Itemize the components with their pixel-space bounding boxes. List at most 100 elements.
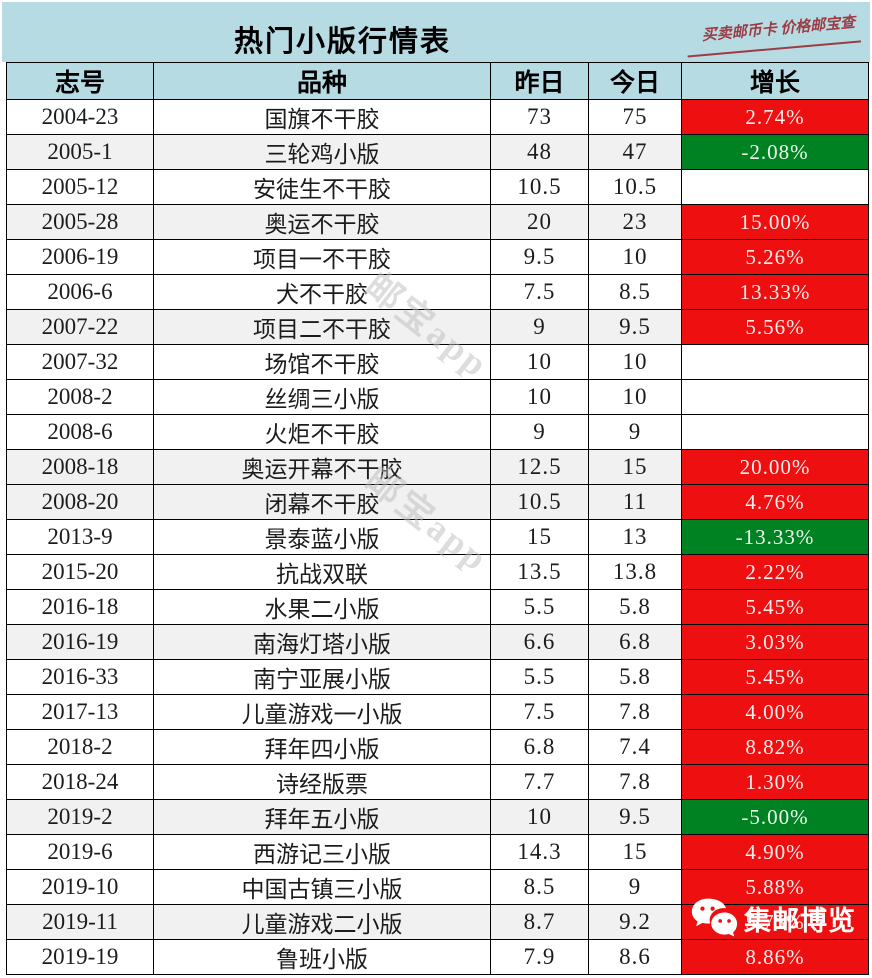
yesterday-cell: 10.5 xyxy=(490,169,589,205)
yesterday-cell: 8.7 xyxy=(490,904,589,940)
growth-cell: 5.26% xyxy=(681,239,869,275)
issue-cell: 2008-2 xyxy=(6,379,154,415)
growth-cell: 2.74% xyxy=(681,99,869,135)
table-row: 2007-22 项目二不干胶 9 9.5 5.56% xyxy=(6,309,869,345)
issue-cell: 2018-2 xyxy=(6,729,154,765)
variety-cell: 儿童游戏二小版 xyxy=(153,904,491,940)
table-row: 2019-10 中国古镇三小版 8.5 9 5.88% xyxy=(6,869,869,905)
variety-cell: 奥运开幕不干胶 xyxy=(153,449,491,485)
title-band: 热门小版行情表 买卖邮币卡 价格邮宝查 xyxy=(2,2,870,62)
column-header: 增长 xyxy=(681,62,869,100)
variety-cell: 闭幕不干胶 xyxy=(153,484,491,520)
table-row: 2006-19 项目一不干胶 9.5 10 5.26% xyxy=(6,239,869,275)
yesterday-cell: 13.5 xyxy=(490,554,589,590)
table-row: 2018-2 拜年四小版 6.8 7.4 8.82% xyxy=(6,729,869,765)
growth-cell: 13.33% xyxy=(681,274,869,310)
today-cell: 9 xyxy=(588,869,682,905)
growth-cell xyxy=(681,379,869,415)
column-header: 今日 xyxy=(588,62,682,100)
yesterday-cell: 8.5 xyxy=(490,869,589,905)
yesterday-cell: 7.7 xyxy=(490,764,589,800)
brand-watermark: 集邮博览 xyxy=(690,896,856,940)
table-row: 2008-6 火炬不干胶 9 9 xyxy=(6,414,869,450)
growth-cell: 20.00% xyxy=(681,449,869,485)
table-row: 2016-33 南宁亚展小版 5.5 5.8 5.45% xyxy=(6,659,869,695)
table-row: 2019-6 西游记三小版 14.3 15 4.90% xyxy=(6,834,869,870)
yesterday-cell: 9 xyxy=(490,414,589,450)
issue-cell: 2007-32 xyxy=(6,344,154,380)
yesterday-cell: 5.5 xyxy=(490,659,589,695)
issue-cell: 2019-10 xyxy=(6,869,154,905)
yesterday-cell: 9 xyxy=(490,309,589,345)
yesterday-cell: 20 xyxy=(490,204,589,240)
issue-cell: 2019-2 xyxy=(6,799,154,835)
issue-cell: 2016-19 xyxy=(6,624,154,660)
table-row: 2004-23 国旗不干胶 73 75 2.74% xyxy=(6,99,869,135)
quotes-table: 志号 品种 昨日 今日 增长 2004-23 国旗不干胶 73 75 2.74% 2005-1 三轮… xyxy=(6,62,869,975)
yesterday-cell: 10.5 xyxy=(490,484,589,520)
issue-cell: 2019-19 xyxy=(6,939,154,975)
column-header: 昨日 xyxy=(490,62,589,100)
yesterday-cell: 7.5 xyxy=(490,694,589,730)
variety-cell: 项目二不干胶 xyxy=(153,309,491,345)
header-row: 志号 品种 昨日 今日 增长 xyxy=(6,62,869,100)
yesterday-cell: 15 xyxy=(490,519,589,555)
issue-cell: 2005-28 xyxy=(6,204,154,240)
today-cell: 5.8 xyxy=(588,589,682,625)
issue-cell: 2005-12 xyxy=(6,169,154,205)
growth-cell: 1.30% xyxy=(681,764,869,800)
yesterday-cell: 12.5 xyxy=(490,449,589,485)
yesterday-cell: 9.5 xyxy=(490,239,589,275)
variety-cell: 水果二小版 xyxy=(153,589,491,625)
promo-slogan: 买卖邮币卡 价格邮宝查 xyxy=(685,10,862,58)
growth-cell: -5.00% xyxy=(681,799,869,835)
brand-label: 集邮博览 xyxy=(744,905,856,936)
variety-cell: 诗经版票 xyxy=(153,764,491,800)
table-row: 2008-20 闭幕不干胶 10.5 11 4.76% xyxy=(6,484,869,520)
variety-cell: 奥运不干胶 xyxy=(153,204,491,240)
table-header: 志号 品种 昨日 今日 增长 xyxy=(6,62,869,100)
growth-cell xyxy=(681,414,869,450)
variety-cell: 拜年五小版 xyxy=(153,799,491,835)
table-row: 2013-9 景泰蓝小版 15 13 -13.33% xyxy=(6,519,869,555)
growth-cell: 8.82% xyxy=(681,729,869,765)
today-cell: 10 xyxy=(588,344,682,380)
today-cell: 9.2 xyxy=(588,904,682,940)
today-cell: 8.5 xyxy=(588,274,682,310)
variety-cell: 西游记三小版 xyxy=(153,834,491,870)
yesterday-cell: 6.6 xyxy=(490,624,589,660)
table-row: 2016-18 水果二小版 5.5 5.8 5.45% xyxy=(6,589,869,625)
today-cell: 7.8 xyxy=(588,764,682,800)
growth-cell: 5.88% xyxy=(681,869,869,905)
variety-cell: 场馆不干胶 xyxy=(153,344,491,380)
issue-cell: 2006-19 xyxy=(6,239,154,275)
yesterday-cell: 48 xyxy=(490,134,589,170)
table-row: 2005-28 奥运不干胶 20 23 15.00% xyxy=(6,204,869,240)
table-row: 2008-2 丝绸三小版 10 10 xyxy=(6,379,869,415)
issue-cell: 2016-33 xyxy=(6,659,154,695)
table-row: 2019-19 鲁班小版 7.9 8.6 8.86% xyxy=(6,939,869,975)
table-row: 2016-19 南海灯塔小版 6.6 6.8 3.03% xyxy=(6,624,869,660)
issue-cell: 2006-6 xyxy=(6,274,154,310)
yesterday-cell: 10 xyxy=(490,379,589,415)
issue-cell: 2007-22 xyxy=(6,309,154,345)
table-row: 2019-11 儿童游戏二小版 8.7 9.2 5.75% xyxy=(6,904,869,940)
variety-cell: 三轮鸡小版 xyxy=(153,134,491,170)
growth-cell: -2.08% xyxy=(681,134,869,170)
today-cell: 10 xyxy=(588,239,682,275)
today-cell: 11 xyxy=(588,484,682,520)
variety-cell: 犬不干胶 xyxy=(153,274,491,310)
variety-cell: 南宁亚展小版 xyxy=(153,659,491,695)
issue-cell: 2018-24 xyxy=(6,764,154,800)
growth-cell xyxy=(681,169,869,205)
issue-cell: 2008-20 xyxy=(6,484,154,520)
growth-cell xyxy=(681,344,869,380)
today-cell: 9 xyxy=(588,414,682,450)
today-cell: 6.8 xyxy=(588,624,682,660)
growth-cell: 5.56% xyxy=(681,309,869,345)
growth-cell: -13.33% xyxy=(681,519,869,555)
variety-cell: 南海灯塔小版 xyxy=(153,624,491,660)
variety-cell: 鲁班小版 xyxy=(153,939,491,975)
today-cell: 13 xyxy=(588,519,682,555)
